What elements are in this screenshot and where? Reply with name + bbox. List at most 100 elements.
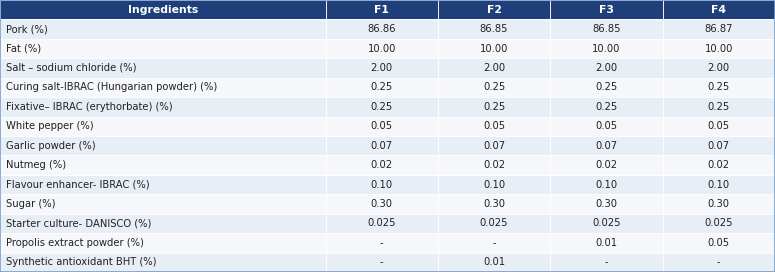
Text: 0.02: 0.02 xyxy=(595,160,618,170)
Text: Salt – sodium chloride (%): Salt – sodium chloride (%) xyxy=(6,63,136,73)
Text: 0.25: 0.25 xyxy=(370,102,393,112)
Text: F4: F4 xyxy=(711,5,726,15)
Bar xyxy=(326,214,438,233)
Bar xyxy=(0,233,326,253)
Bar xyxy=(663,58,775,78)
Text: 0.02: 0.02 xyxy=(483,160,505,170)
Text: 2.00: 2.00 xyxy=(708,63,730,73)
Text: 0.07: 0.07 xyxy=(370,141,393,151)
Text: 0.30: 0.30 xyxy=(595,199,618,209)
Text: 0.025: 0.025 xyxy=(367,218,396,228)
Text: 0.07: 0.07 xyxy=(708,141,730,151)
Text: F3: F3 xyxy=(599,5,614,15)
Text: 0.25: 0.25 xyxy=(483,102,505,112)
Text: -: - xyxy=(380,257,384,267)
Bar xyxy=(550,117,663,136)
Bar xyxy=(326,233,438,253)
Text: 0.07: 0.07 xyxy=(483,141,505,151)
Text: 0.25: 0.25 xyxy=(483,82,505,92)
Bar xyxy=(0,136,326,155)
Bar xyxy=(663,78,775,97)
Bar xyxy=(438,19,550,39)
Text: Starter culture- DANISCO (%): Starter culture- DANISCO (%) xyxy=(6,218,152,228)
Bar xyxy=(663,136,775,155)
Text: -: - xyxy=(717,257,721,267)
Bar xyxy=(663,19,775,39)
Text: 0.10: 0.10 xyxy=(708,180,730,190)
Bar xyxy=(326,155,438,175)
Text: 10.00: 10.00 xyxy=(367,44,396,54)
Bar xyxy=(326,97,438,117)
Bar xyxy=(550,175,663,194)
Bar xyxy=(550,39,663,58)
Bar xyxy=(550,194,663,214)
Bar xyxy=(438,136,550,155)
Bar xyxy=(0,39,326,58)
Bar xyxy=(0,214,326,233)
Text: Flavour enhancer- IBRAC (%): Flavour enhancer- IBRAC (%) xyxy=(6,180,150,190)
Bar xyxy=(0,19,326,39)
Text: 2.00: 2.00 xyxy=(370,63,393,73)
Bar xyxy=(0,97,326,117)
Bar xyxy=(0,117,326,136)
Bar xyxy=(326,194,438,214)
Bar xyxy=(326,78,438,97)
Text: -: - xyxy=(380,238,384,248)
Bar xyxy=(326,117,438,136)
Text: 0.10: 0.10 xyxy=(483,180,505,190)
Text: Sugar (%): Sugar (%) xyxy=(6,199,56,209)
Bar xyxy=(550,0,663,19)
Bar xyxy=(438,0,550,19)
Bar xyxy=(550,155,663,175)
Bar xyxy=(550,58,663,78)
Text: 0.05: 0.05 xyxy=(370,121,393,131)
Text: 0.025: 0.025 xyxy=(592,218,621,228)
Bar xyxy=(550,136,663,155)
Bar xyxy=(663,0,775,19)
Text: 86.86: 86.86 xyxy=(367,24,396,34)
Bar xyxy=(0,155,326,175)
Bar xyxy=(438,58,550,78)
Text: Nutmeg (%): Nutmeg (%) xyxy=(6,160,67,170)
Bar xyxy=(663,39,775,58)
Bar xyxy=(326,39,438,58)
Bar xyxy=(550,19,663,39)
Text: Fixative– IBRAC (erythorbate) (%): Fixative– IBRAC (erythorbate) (%) xyxy=(6,102,173,112)
Text: 10.00: 10.00 xyxy=(480,44,508,54)
Bar xyxy=(438,194,550,214)
Bar xyxy=(438,155,550,175)
Bar xyxy=(550,233,663,253)
Bar xyxy=(0,253,326,272)
Text: 0.025: 0.025 xyxy=(480,218,508,228)
Text: Synthetic antioxidant BHT (%): Synthetic antioxidant BHT (%) xyxy=(6,257,157,267)
Bar xyxy=(438,214,550,233)
Text: Pork (%): Pork (%) xyxy=(6,24,48,34)
Text: -: - xyxy=(492,238,496,248)
Text: 0.30: 0.30 xyxy=(370,199,393,209)
Bar xyxy=(663,117,775,136)
Text: 86.87: 86.87 xyxy=(704,24,733,34)
Text: Fat (%): Fat (%) xyxy=(6,44,41,54)
Text: White pepper (%): White pepper (%) xyxy=(6,121,94,131)
Bar xyxy=(0,0,326,19)
Bar xyxy=(326,0,438,19)
Text: 0.30: 0.30 xyxy=(483,199,505,209)
Bar xyxy=(663,155,775,175)
Text: 0.25: 0.25 xyxy=(595,102,618,112)
Text: 0.05: 0.05 xyxy=(708,238,730,248)
Text: 10.00: 10.00 xyxy=(592,44,621,54)
Bar xyxy=(326,175,438,194)
Text: 0.02: 0.02 xyxy=(708,160,730,170)
Text: 0.07: 0.07 xyxy=(595,141,618,151)
Bar xyxy=(0,58,326,78)
Text: 0.10: 0.10 xyxy=(370,180,393,190)
Bar xyxy=(326,136,438,155)
Text: Garlic powder (%): Garlic powder (%) xyxy=(6,141,96,151)
Bar xyxy=(550,253,663,272)
Text: Curing salt-IBRAC (Hungarian powder) (%): Curing salt-IBRAC (Hungarian powder) (%) xyxy=(6,82,218,92)
Text: 2.00: 2.00 xyxy=(483,63,505,73)
Text: 0.25: 0.25 xyxy=(370,82,393,92)
Bar xyxy=(438,175,550,194)
Text: Ingredients: Ingredients xyxy=(128,5,198,15)
Bar xyxy=(438,233,550,253)
